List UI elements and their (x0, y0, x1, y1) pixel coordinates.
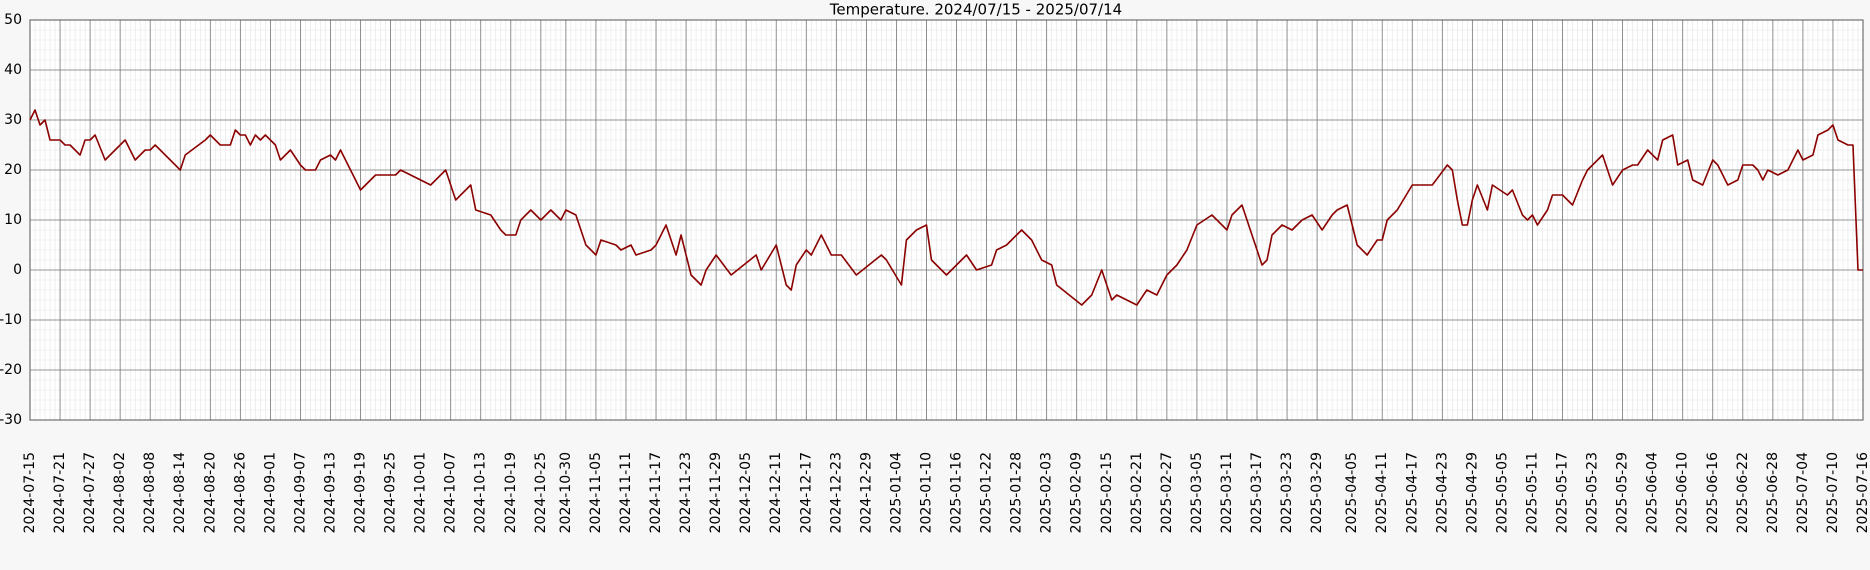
x-tick-label: 2025-06-16 (1705, 452, 1721, 533)
x-tick-label: 2024-11-29 (708, 452, 724, 533)
x-tick-label: 2025-01-16 (949, 452, 965, 533)
x-tick-label: 2025-04-17 (1404, 452, 1420, 533)
x-tick-label: 2024-07-21 (52, 452, 68, 533)
x-tick-label: 2024-11-05 (588, 452, 604, 533)
x-tick-label: 2024-09-25 (383, 452, 399, 533)
x-tick-label: 2025-02-09 (1069, 452, 1085, 533)
major-grid (29, 19, 1864, 421)
x-tick-label: 2025-03-05 (1189, 452, 1205, 533)
x-tick-label: 2025-04-05 (1344, 452, 1360, 533)
x-tick-label: 2024-12-05 (738, 452, 754, 533)
y-tick-label: 10 (4, 212, 22, 228)
temperature-line (29, 109, 1863, 306)
x-tick-label: 2024-09-13 (322, 452, 338, 533)
x-tick-label: 2024-11-11 (618, 452, 634, 533)
x-tick-label: 2025-05-17 (1555, 452, 1571, 533)
x-tick-label: 2024-09-19 (353, 452, 369, 533)
x-tick-label: 2024-10-13 (473, 452, 489, 533)
x-tick-label: 2025-02-21 (1129, 452, 1145, 533)
x-tick-label: 2024-12-11 (768, 452, 784, 533)
x-tick-label: 2025-04-29 (1464, 452, 1480, 533)
x-tick-label: 2025-05-29 (1615, 452, 1631, 533)
y-tick-label: 50 (4, 12, 22, 28)
x-tick-label: 2024-10-30 (558, 452, 574, 533)
x-tick-label: 2025-07-10 (1825, 452, 1841, 533)
x-tick-label: 2025-07-04 (1795, 452, 1811, 533)
x-tick-label: 2024-08-26 (232, 452, 248, 533)
x-tick-label: 2024-08-08 (142, 452, 158, 533)
x-tick-label: 2024-09-07 (292, 452, 308, 533)
x-tick-label: 2024-09-01 (262, 452, 278, 533)
y-tick-label: 30 (4, 112, 22, 128)
x-tick-label: 2024-07-15 (22, 452, 38, 533)
y-tick-label: 20 (4, 162, 22, 178)
x-tick-label: 2025-06-22 (1735, 452, 1751, 533)
x-tick-label: 2025-03-17 (1249, 452, 1265, 533)
x-tick-label: 2024-07-27 (82, 452, 98, 533)
x-tick-label: 2025-02-27 (1159, 452, 1175, 533)
x-tick-label: 2025-01-28 (1009, 452, 1025, 533)
plot-frame (29, 19, 1864, 421)
x-tick-label: 2025-06-10 (1675, 452, 1691, 533)
y-tick-label: -20 (0, 362, 22, 378)
x-tick-label: 2025-03-29 (1309, 452, 1325, 533)
x-tick-label: 2025-05-23 (1585, 452, 1601, 533)
x-tick-label: 2025-06-04 (1645, 452, 1661, 533)
x-tick-label: 2024-11-17 (648, 452, 664, 533)
x-tick-label: 2025-01-10 (918, 452, 934, 533)
x-tick-label: 2025-01-22 (979, 452, 995, 533)
x-tick-label: 2025-05-11 (1524, 452, 1540, 533)
y-tick-label: -30 (0, 412, 22, 428)
x-tick-label: 2024-08-20 (202, 452, 218, 533)
x-tick-label: 2024-12-29 (858, 452, 874, 533)
x-tick-label: 2024-11-23 (678, 452, 694, 533)
x-tick-label: 2024-10-07 (443, 452, 459, 533)
x-tick-label: 2025-04-23 (1434, 452, 1450, 533)
y-tick-label: 0 (13, 262, 22, 278)
x-tick-label: 2025-03-23 (1279, 452, 1295, 533)
x-tick-label: 2024-10-19 (503, 452, 519, 533)
x-tick-label: 2025-02-15 (1099, 452, 1115, 533)
chart-title: Temperature. 2024/07/15 - 2025/07/14 (829, 1, 1122, 19)
x-tick-label: 2024-08-02 (112, 452, 128, 533)
x-tick-label: 2024-12-23 (828, 452, 844, 533)
x-tick-label: 2024-10-01 (413, 452, 429, 533)
y-tick-label: -10 (0, 312, 22, 328)
x-tick-label: 2024-12-17 (798, 452, 814, 533)
x-tick-label: 2024-10-25 (533, 452, 549, 533)
x-tick-label: 2025-03-11 (1219, 452, 1235, 533)
x-tick-label: 2025-04-11 (1374, 452, 1390, 533)
y-tick-label: 40 (4, 62, 22, 78)
x-tick-label: 2025-02-03 (1039, 452, 1055, 533)
x-tick-label: 2025-06-28 (1765, 452, 1781, 533)
x-tick-label: 2025-07-16 (1855, 452, 1870, 533)
x-tick-label: 2025-05-05 (1494, 452, 1510, 533)
x-tick-label: 2024-08-14 (172, 452, 188, 533)
x-tick-label: 2025-01-04 (888, 452, 904, 533)
